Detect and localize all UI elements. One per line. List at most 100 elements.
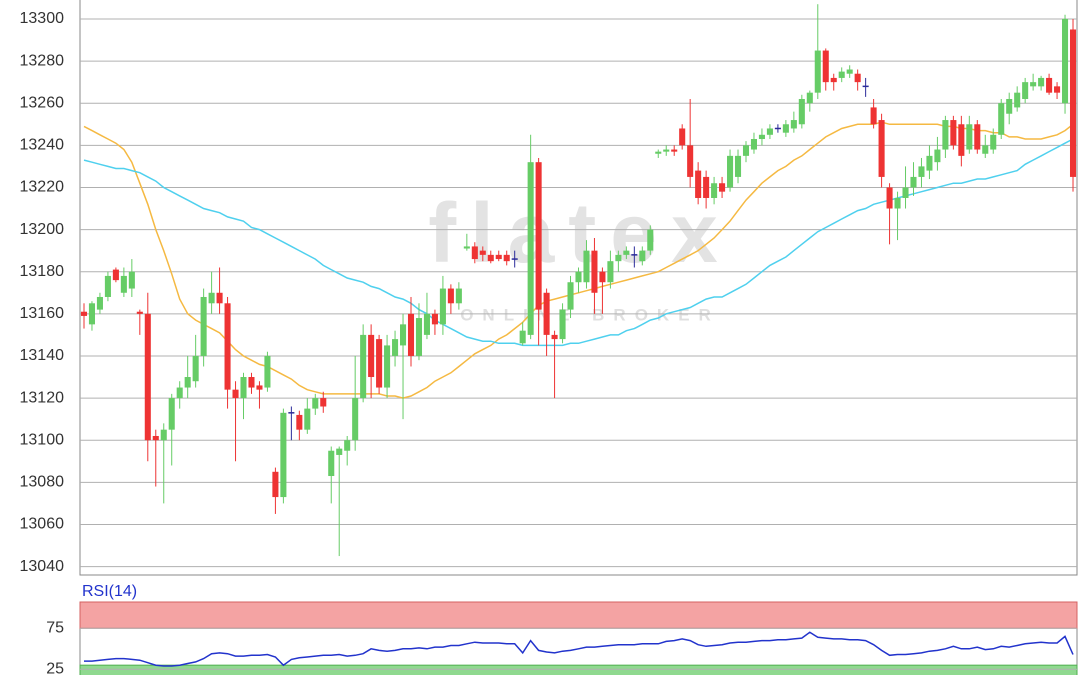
candle-body	[998, 103, 1005, 135]
y-tick-label: 13200	[20, 221, 65, 238]
candle-body	[1046, 77, 1053, 93]
candle-body	[814, 50, 821, 93]
y-tick-label: 13280	[20, 52, 65, 69]
candle-body	[176, 387, 183, 399]
y-tick-label: 13240	[20, 137, 65, 154]
watermark: flatex ONLINE BROKER	[428, 186, 731, 324]
candle-body	[272, 471, 279, 498]
candle-body	[96, 296, 103, 310]
candle-body	[926, 155, 933, 171]
candle-body	[503, 254, 510, 262]
candle-body	[695, 170, 702, 198]
candle-body	[942, 120, 949, 150]
candle-body	[862, 85, 869, 88]
candle-body	[487, 254, 494, 262]
candle-body	[423, 313, 430, 335]
candle-body	[360, 334, 367, 399]
y-tick-label: 75	[46, 619, 64, 636]
candle-body	[1054, 86, 1061, 93]
candle-body	[431, 313, 438, 325]
candle-body	[894, 197, 901, 209]
rsi-line	[84, 631, 1074, 667]
candle-body	[854, 73, 861, 83]
candle-body	[918, 166, 925, 177]
candle-body	[1038, 77, 1045, 87]
lower-zone	[79, 664, 1078, 675]
candle-body	[974, 124, 981, 150]
candle-body	[527, 162, 534, 335]
candle-body	[376, 339, 383, 388]
candle-body	[758, 134, 765, 140]
candle-body	[750, 139, 758, 150]
candle-body	[128, 271, 135, 289]
candle-body	[687, 145, 694, 177]
candle-body	[878, 120, 885, 177]
candle-body	[312, 398, 319, 409]
candle-body	[200, 296, 207, 356]
candle-body	[902, 187, 909, 198]
candle-body	[463, 246, 470, 249]
y-tick-label: 13140	[20, 347, 65, 364]
candle-body	[455, 288, 462, 304]
candle-body	[790, 120, 797, 129]
candle-body	[471, 246, 478, 260]
watermark-brand: flatex	[428, 186, 731, 280]
candle-body	[639, 250, 646, 262]
candle-body	[543, 292, 550, 335]
candle-body	[407, 313, 415, 356]
candle-body	[870, 107, 877, 125]
candle-body	[727, 155, 734, 188]
candle-body	[647, 229, 654, 251]
candle-body	[120, 275, 127, 293]
candle-body	[495, 254, 502, 260]
watermark-tagline: ONLINE BROKER	[460, 305, 720, 324]
candle-body	[575, 271, 582, 283]
candle-body	[160, 429, 167, 441]
y-tick-label: 13160	[20, 305, 65, 322]
y-tick-label: 13080	[20, 474, 65, 491]
candle-body	[439, 288, 446, 325]
candle-body	[519, 330, 526, 344]
candle-body	[966, 124, 973, 150]
y-tick-label: 13120	[20, 389, 65, 406]
candle-body	[934, 149, 941, 163]
candle-body	[304, 408, 311, 430]
candle-body	[535, 162, 542, 310]
candle-body	[256, 385, 263, 390]
candle-body	[1022, 82, 1029, 99]
y-tick-label: 13040	[20, 558, 65, 575]
candle-body	[80, 311, 88, 316]
candle-body	[583, 250, 590, 283]
candle-body	[280, 412, 287, 498]
candle-body	[384, 345, 391, 388]
candle-body	[990, 134, 997, 150]
candle-body	[168, 398, 175, 430]
candle-body	[240, 377, 247, 399]
candle-body	[392, 339, 399, 356]
candle-body	[551, 334, 558, 340]
candle-body	[806, 92, 813, 104]
candle-body	[822, 50, 829, 83]
candle-body	[982, 145, 989, 154]
candle-body	[511, 258, 518, 260]
candle-body	[399, 324, 407, 346]
candle-body	[631, 254, 638, 256]
candles	[80, 4, 1077, 557]
candle-body	[766, 128, 773, 135]
y-tick-label: 13100	[20, 431, 65, 448]
candle-body	[336, 448, 343, 455]
rsi-title: RSI(14)	[82, 583, 137, 600]
candle-body	[208, 292, 215, 304]
upper-zone	[79, 601, 1078, 629]
candle-body	[559, 309, 566, 340]
candle-body	[368, 334, 375, 378]
candle-body	[1069, 29, 1077, 177]
candle-body	[1014, 92, 1021, 108]
candle-body	[910, 176, 917, 188]
candle-body	[248, 377, 255, 388]
candle-body	[1006, 98, 1013, 114]
candle-body	[703, 176, 710, 198]
candle-body	[1062, 18, 1069, 104]
candle-body	[192, 355, 199, 382]
